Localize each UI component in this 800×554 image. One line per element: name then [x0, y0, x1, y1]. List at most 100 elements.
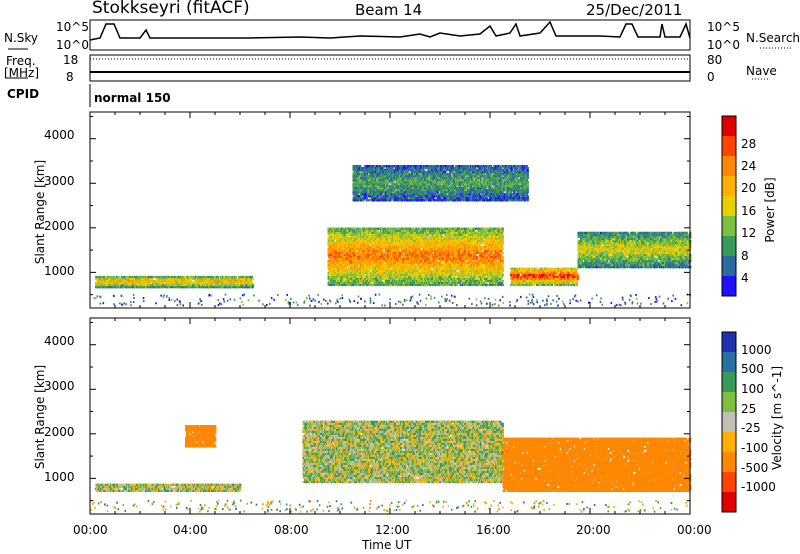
xtick-2: 08:00 [274, 523, 309, 537]
heatmap-cell [397, 257, 400, 260]
heatmap-cell [228, 275, 231, 279]
heatmap-cell [240, 277, 244, 281]
heatmap-cell [335, 277, 338, 281]
heatmap-cell [371, 263, 374, 266]
power-cbar-tick-24: 24 [741, 159, 756, 173]
heatmap-cell [122, 283, 125, 287]
heatmap-cell [388, 267, 391, 270]
power-cbar-tick-28: 28 [741, 137, 756, 151]
heatmap-cell [475, 275, 478, 279]
heatmap-cell [212, 283, 215, 287]
heatmap-cell [230, 277, 234, 281]
freq-tick-high: 18 [63, 53, 78, 67]
velocity-ytick-2000: 2000 [44, 425, 75, 439]
nsearch-label: N.Search [746, 31, 800, 45]
xtick-5: 20:00 [576, 523, 611, 537]
heatmap-cell [104, 277, 107, 281]
heatmap-cell [425, 235, 429, 238]
heatmap-cell [424, 259, 427, 262]
heatmap-cell [420, 243, 424, 246]
heatmap-cell [355, 265, 359, 268]
vel-cbar-tick-25: 25 [741, 402, 756, 416]
heatmap-cell [391, 249, 394, 252]
heatmap-cell [152, 281, 155, 285]
heatmap-cell [435, 251, 439, 254]
heatmap-cell [105, 281, 109, 285]
heatmap-cell [342, 271, 345, 274]
heatmap-cell [429, 243, 432, 246]
heatmap-cell [117, 281, 120, 285]
cpid-label: CPID [7, 87, 39, 101]
heatmap-cell [465, 263, 469, 266]
heatmap-cell [355, 245, 359, 248]
heatmap-cell [389, 283, 392, 287]
heatmap-cell [148, 281, 151, 285]
heatmap-cell [380, 279, 383, 283]
heatmap-cell [362, 229, 365, 232]
heatmap-cell [134, 281, 137, 285]
heatmap-cell [356, 247, 359, 250]
heatmap-cell [359, 227, 362, 230]
heatmap-cell [375, 277, 379, 281]
heatmap-cell [440, 259, 444, 262]
heatmap-cell [387, 237, 390, 240]
heatmap-cell [435, 275, 439, 279]
heatmap-cell [353, 277, 356, 281]
heatmap-cell [244, 281, 247, 285]
freq-panel [89, 54, 691, 82]
heatmap-cell [113, 277, 116, 281]
heatmap-cell [445, 267, 448, 270]
nsearch-tick-high: 10^5 [707, 20, 740, 34]
heatmap-cell [138, 277, 141, 281]
heatmap-cell [159, 283, 162, 287]
heatmap-cell [120, 275, 124, 279]
heatmap-cell [190, 279, 193, 283]
heatmap-cell [370, 281, 373, 285]
heatmap-cell [430, 245, 434, 248]
heatmap-cell [132, 275, 135, 279]
heatmap-cell [328, 273, 331, 277]
heatmap-cell [143, 283, 146, 287]
heatmap-cell [406, 265, 409, 268]
heatmap-cell [115, 275, 119, 279]
heatmap-cell [416, 273, 419, 277]
heatmap-cell [336, 237, 339, 240]
heatmap-cell [444, 231, 447, 234]
heatmap-cell [474, 253, 477, 256]
heatmap-cell [342, 277, 345, 281]
power-cbar-tick-8: 8 [741, 249, 749, 263]
heatmap-cell [404, 269, 407, 272]
heatmap-cell [338, 233, 341, 236]
heatmap-cell [363, 273, 366, 277]
heatmap-cell [362, 283, 365, 287]
heatmap-cell [464, 259, 467, 262]
heatmap-cell [97, 281, 100, 285]
heatmap-cell [136, 281, 139, 285]
heatmap-cell [408, 273, 411, 277]
heatmap-cell [250, 275, 254, 279]
heatmap-cell [193, 281, 196, 285]
heatmap-cell [440, 233, 443, 236]
heatmap-cell [135, 283, 138, 287]
heatmap-cell [330, 233, 333, 236]
heatmap-cell [380, 249, 384, 252]
heatmap-cell [159, 281, 162, 285]
heatmap-cell [391, 283, 394, 287]
heatmap-cell [221, 281, 224, 285]
heatmap-cell [129, 285, 132, 289]
heatmap-cell [405, 241, 409, 244]
heatmap-cell [113, 275, 116, 279]
heatmap-cell [360, 273, 363, 277]
heatmap-cell [345, 233, 349, 236]
nsearch-tick-low: 10^0 [707, 38, 740, 52]
heatmap-cell [355, 259, 358, 262]
heatmap-cell [136, 275, 139, 279]
heatmap-cell [435, 259, 439, 262]
heatmap-cell [150, 277, 154, 281]
heatmap-cell [450, 273, 454, 277]
heatmap-cell [473, 241, 476, 244]
heatmap-cell [355, 249, 358, 252]
heatmap-cell [346, 269, 349, 272]
heatmap-cell [340, 241, 344, 244]
heatmap-cell [383, 277, 386, 281]
